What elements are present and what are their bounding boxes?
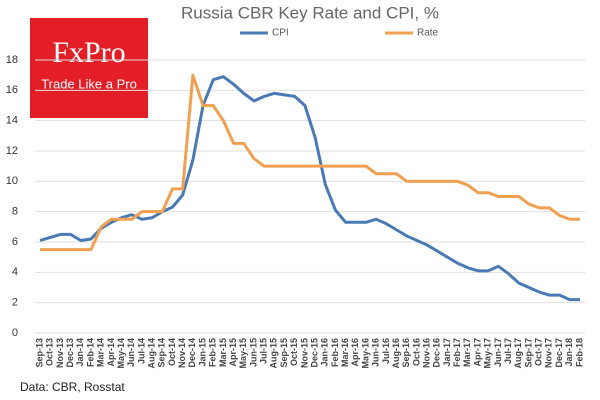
y-tick-label: 0 — [12, 327, 18, 339]
x-tick-label: Dec-13 — [65, 338, 75, 368]
y-tick-label: 4 — [12, 266, 18, 278]
x-tick-label: Feb-17 — [452, 338, 462, 367]
x-tick-label: Nov-16 — [422, 338, 432, 368]
x-tick-label: Jul-14 — [136, 338, 146, 364]
x-tick-label: Jan-17 — [442, 338, 452, 367]
x-tick-label: Oct-14 — [167, 338, 177, 366]
x-tick-label: Jul-15 — [259, 338, 269, 364]
x-tick-label: May-15 — [238, 338, 248, 369]
x-tick-label: Sep-13 — [34, 338, 44, 368]
x-tick-label: Mar-16 — [340, 338, 350, 367]
x-tick-label: Sep-16 — [401, 338, 411, 368]
x-tick-label: Jan-15 — [197, 338, 207, 367]
source: Data: CBR, Rosstat — [20, 380, 125, 394]
y-tick-label: 12 — [6, 145, 18, 157]
x-tick-label: Mar-17 — [462, 338, 472, 367]
x-tick-label: Feb-14 — [85, 338, 95, 367]
y-tick-label: 18 — [6, 54, 18, 66]
x-tick-label: Aug-15 — [269, 338, 279, 369]
x-tick-label: Oct-13 — [45, 338, 55, 366]
chart-title: Russia CBR Key Rate and CPI, % — [181, 3, 439, 22]
x-tick-label: Jan-14 — [75, 338, 85, 367]
x-tick-label: Mar-15 — [218, 338, 228, 367]
x-tick-label: Dec-14 — [187, 338, 197, 368]
x-tick-label: Apr-14 — [106, 338, 116, 367]
x-tick-label: Oct-15 — [289, 338, 299, 366]
x-tick-label: Aug-16 — [391, 338, 401, 369]
x-tick-label: Dec-15 — [309, 338, 319, 368]
x-tick-label: Apr-16 — [350, 338, 360, 367]
x-tick-label: Feb-16 — [330, 338, 340, 367]
x-tick-label: Oct-16 — [411, 338, 421, 366]
x-tick-label: Apr-17 — [472, 338, 482, 367]
x-tick-label: Dec-17 — [554, 338, 564, 368]
x-tick-label: Feb-15 — [208, 338, 218, 367]
logo-box — [30, 18, 148, 118]
x-tick-label: Nov-15 — [299, 338, 309, 368]
logo-tagline: Trade Like a Pro — [41, 76, 137, 91]
x-tick-label: Jul-16 — [381, 338, 391, 364]
x-tick-label: Apr-15 — [228, 338, 238, 367]
x-tick-label: May-16 — [360, 338, 370, 369]
x-tick-label: May-17 — [483, 338, 493, 369]
x-tick-label: Jun-16 — [371, 338, 381, 367]
x-tick-label: Jun-15 — [248, 338, 258, 367]
series-line — [39, 75, 580, 302]
x-tick-label: Dec-16 — [432, 338, 442, 368]
legend-label: CPI — [272, 28, 289, 39]
x-tick-label: Aug-14 — [147, 338, 157, 369]
y-tick-label: 6 — [12, 236, 18, 248]
legend-label: Rate — [417, 28, 439, 39]
x-tick-label: Nov-17 — [544, 338, 554, 368]
x-tick-label: Jan-16 — [320, 338, 330, 367]
x-tick-label: May-14 — [116, 338, 126, 369]
y-tick-label: 16 — [6, 84, 18, 96]
x-tick-label: Sep-17 — [523, 338, 533, 368]
y-tick-label: 10 — [6, 175, 18, 187]
x-tick-label: Jun-14 — [126, 338, 136, 367]
x-tick-label: Sep-15 — [279, 338, 289, 368]
x-tick-label: Nov-13 — [55, 338, 65, 368]
x-tick-label: Mar-14 — [96, 338, 106, 367]
x-tick-label: Aug-17 — [513, 338, 523, 369]
y-tick-label: 14 — [6, 115, 18, 127]
x-tick-label: Jan-18 — [564, 338, 574, 367]
x-tick-label: Sep-14 — [157, 338, 167, 368]
x-tick-label: Oct-17 — [534, 338, 544, 366]
series-line — [40, 73, 580, 252]
x-tick-label: Jun-17 — [493, 338, 503, 367]
x-tick-label: Feb-18 — [574, 338, 584, 367]
x-tick-label: Jul-17 — [503, 338, 513, 364]
logo-name: FxPro — [52, 36, 125, 69]
y-tick-label: 2 — [12, 297, 18, 309]
x-tick-label: Nov-14 — [177, 338, 187, 368]
y-tick-label: 8 — [12, 206, 18, 218]
